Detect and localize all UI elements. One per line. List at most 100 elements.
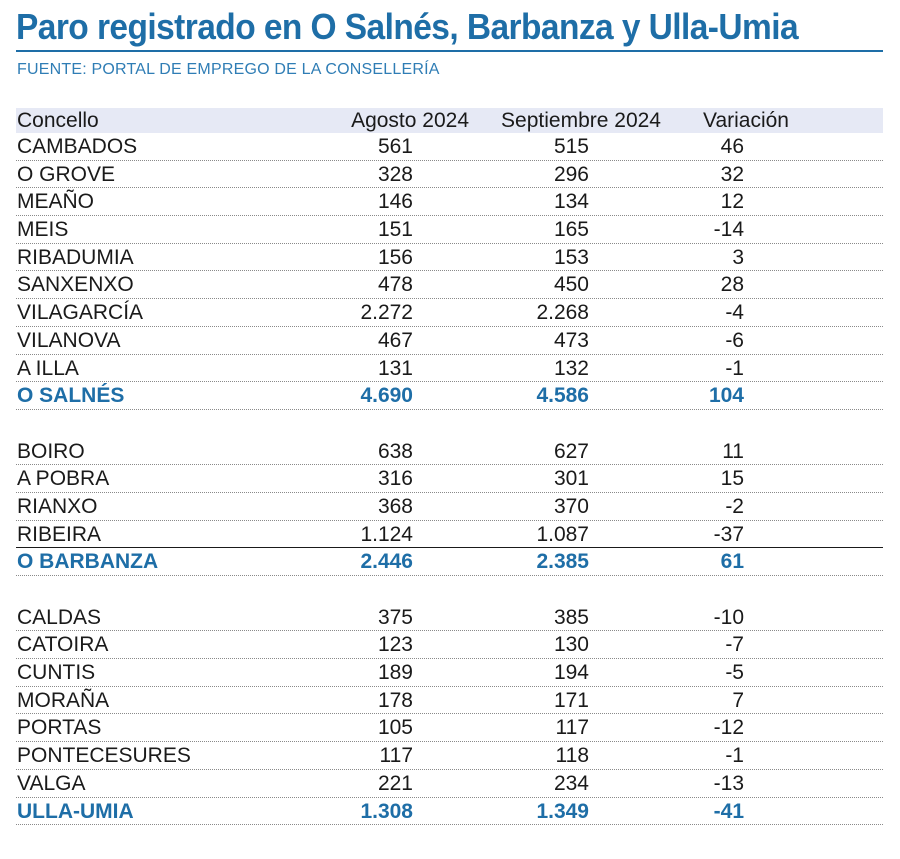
table-row: RIBEIRA 1.124 1.087 -37 [16, 521, 883, 549]
cell-sep: 171 [553, 688, 589, 712]
header-concello: Concello [17, 109, 99, 132]
cell-var: 7 [732, 688, 744, 712]
unemployment-table: Concello Agosto 2024 Septiembre 2024 Var… [16, 108, 883, 826]
table-header: Concello Agosto 2024 Septiembre 2024 Var… [16, 108, 883, 133]
cell-sep: 296 [553, 162, 589, 186]
cell-sep: 234 [553, 771, 589, 795]
total-name: O SALNÉS [17, 384, 125, 408]
cell-var: -4 [725, 301, 744, 325]
cell-name: RIBEIRA [17, 522, 102, 546]
total-row: ULLA-UMIA 1.308 1.349 -41 [16, 798, 883, 826]
total-var: 61 [720, 550, 744, 574]
total-sep: 2.385 [536, 550, 589, 574]
table-row: RIBADUMIA 156 153 3 [16, 244, 883, 272]
cell-sep: 165 [553, 218, 589, 242]
cell-aug: 117 [379, 744, 413, 768]
title-rule [16, 50, 883, 52]
total-aug: 1.308 [360, 799, 413, 823]
table-row: RIANXO 368 370 -2 [16, 493, 883, 521]
cell-sep: 153 [553, 245, 589, 269]
cell-sep: 627 [553, 439, 589, 463]
cell-sep: 132 [553, 356, 589, 380]
table-row: MEAÑO 146 134 12 [16, 188, 883, 217]
cell-var: 11 [722, 439, 744, 463]
cell-name: RIBADUMIA [17, 245, 134, 269]
cell-sep: 194 [553, 661, 589, 685]
cell-name: MEAÑO [17, 190, 95, 214]
cell-name: A ILLA [17, 356, 79, 380]
table-row: O GROVE 328 296 32 [16, 161, 883, 189]
table-row: PORTAS 105 117 -12 [16, 714, 883, 743]
cell-aug: 1.124 [360, 522, 413, 546]
cell-name: O GROVE [17, 162, 116, 186]
cell-var: -7 [725, 633, 744, 657]
table-row: VILANOVA 467 473 -6 [16, 327, 883, 355]
cell-aug: 151 [377, 218, 413, 242]
cell-var: -5 [725, 661, 744, 685]
cell-var: -37 [713, 522, 744, 546]
cell-sep: 450 [553, 273, 589, 297]
cell-sep: 134 [553, 190, 589, 214]
cell-aug: 368 [377, 494, 413, 518]
table-row: PONTECESURES 117 118 -1 [16, 742, 883, 770]
cell-name: BOIRO [17, 439, 85, 463]
table-row: CUNTIS 189 194 -5 [16, 659, 883, 687]
cell-name: PORTAS [17, 716, 102, 740]
total-aug: 2.446 [360, 550, 413, 574]
cell-aug: 2.272 [360, 301, 413, 325]
cell-name: MEIS [17, 218, 69, 242]
cell-var: 28 [720, 273, 744, 297]
header-agosto: Agosto 2024 [351, 109, 469, 132]
cell-sep: 1.087 [536, 522, 589, 546]
table-row: A POBRA 316 301 15 [16, 465, 883, 493]
table-row: CATOIRA 123 130 -7 [16, 631, 883, 660]
cell-sep: 118 [555, 744, 589, 768]
cell-var: -13 [713, 771, 744, 795]
table-row: SANXENXO 478 450 28 [16, 271, 883, 300]
page-title: Paro registrado en O Salnés, Barbanza y … [16, 6, 799, 47]
total-row: O SALNÉS 4.690 4.586 104 [16, 382, 883, 410]
table-row: A ILLA 131 132 -1 [16, 355, 883, 383]
cell-name: VALGA [17, 771, 86, 795]
table-body: CAMBADOS 561 515 46 O GROVE 328 296 32 MEAÑO 146 1… [16, 133, 883, 826]
cell-var: -12 [713, 716, 744, 740]
cell-var: -1 [725, 744, 744, 768]
cell-aug: 638 [377, 439, 413, 463]
cell-var: -2 [725, 494, 744, 518]
table-row: MORAÑA 178 171 7 [16, 687, 883, 715]
cell-name: PONTECESURES [17, 744, 191, 768]
total-aug: 4.690 [360, 384, 413, 408]
cell-var: 32 [720, 162, 744, 186]
table-row: CAMBADOS 561 515 46 [16, 133, 883, 161]
cell-var: 3 [732, 245, 744, 269]
cell-aug: 328 [377, 162, 413, 186]
cell-aug: 561 [377, 135, 413, 158]
cell-aug: 221 [377, 771, 413, 795]
total-var: 104 [708, 384, 744, 408]
cell-aug: 105 [377, 716, 413, 740]
group-spacer [16, 410, 883, 438]
cell-sep: 515 [553, 135, 589, 158]
total-var: -41 [713, 799, 744, 823]
cell-name: VILAGARCÍA [17, 301, 144, 325]
cell-aug: 375 [377, 605, 413, 629]
total-sep: 4.586 [536, 384, 589, 408]
cell-name: CATOIRA [17, 633, 109, 657]
total-sep: 1.349 [536, 799, 589, 823]
cell-var: -6 [725, 328, 744, 352]
cell-var: -14 [713, 218, 744, 242]
group-spacer [16, 576, 883, 604]
table-row: CALDAS 375 385 -10 [16, 604, 883, 632]
header-variacion: Variación [703, 109, 789, 132]
table-row: BOIRO 638 627 11 [16, 438, 883, 466]
cell-name: RIANXO [17, 494, 98, 518]
cell-aug: 156 [377, 245, 413, 269]
cell-aug: 316 [377, 467, 413, 491]
cell-aug: 131 [377, 356, 413, 380]
cell-sep: 473 [553, 328, 589, 352]
source-note: FUENTE: PORTAL DE EMPREGO DE LA CONSELLE… [17, 61, 440, 78]
table-row: VILAGARCÍA 2.272 2.268 -4 [16, 299, 883, 327]
cell-aug: 146 [377, 190, 413, 214]
cell-name: CAMBADOS [17, 135, 138, 158]
cell-var: 46 [720, 135, 744, 158]
